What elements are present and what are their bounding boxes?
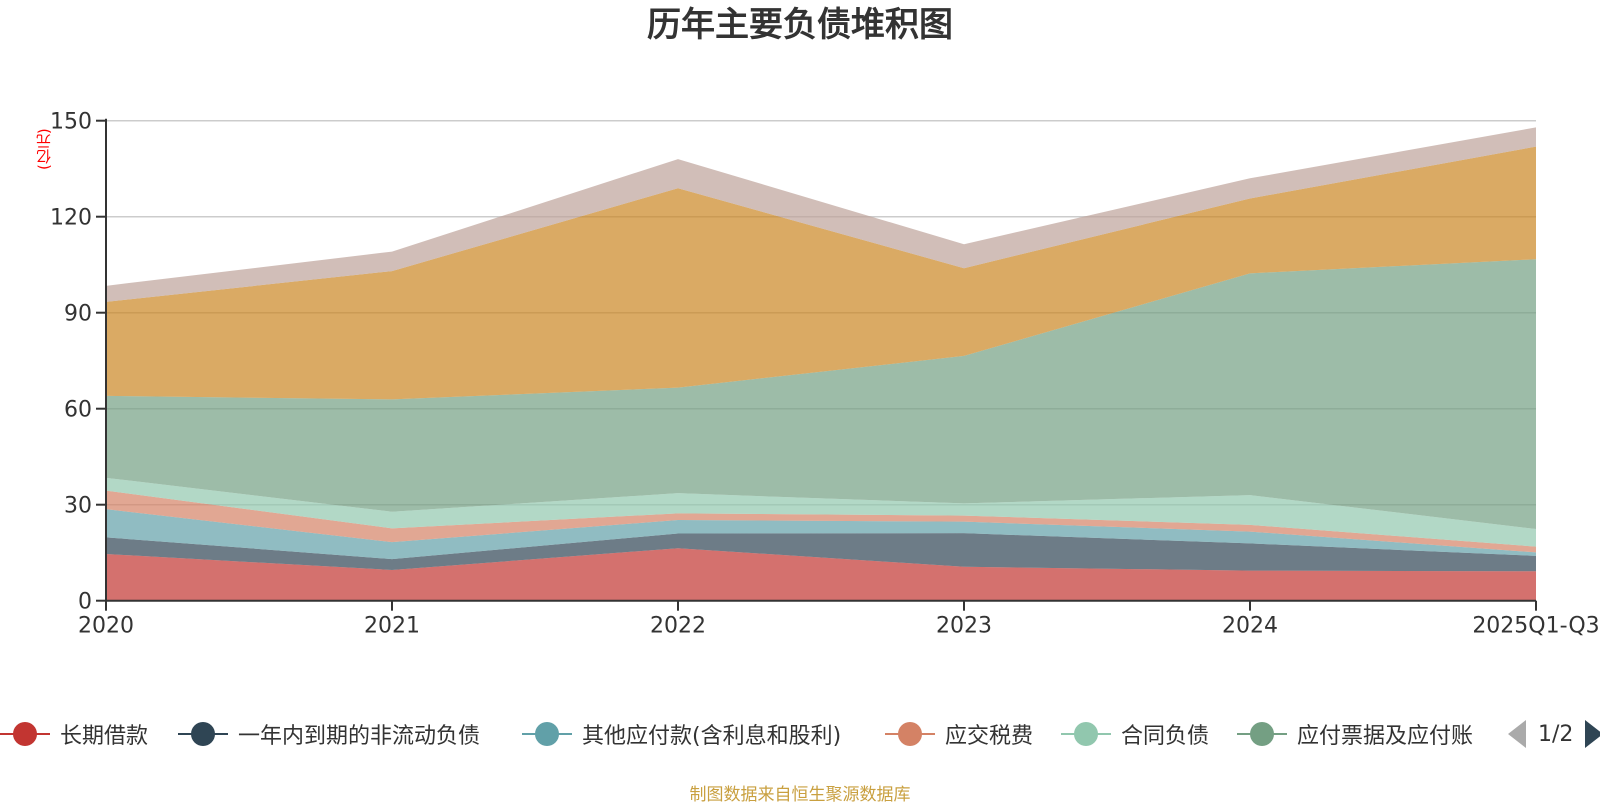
area-series-6 bbox=[106, 259, 1536, 530]
x-tick-label: 2023 bbox=[936, 614, 992, 639]
area-series-1 bbox=[106, 548, 1536, 601]
legend-marker-icon bbox=[178, 718, 228, 750]
data-source-note: 制图数据来自恒生聚源数据库 bbox=[689, 785, 911, 805]
legend: 长期借款 一年内到期的非流动负债 其他应付款(含利息和股利) 应交税费 合同负债… bbox=[0, 718, 1600, 750]
legend-dot bbox=[13, 722, 37, 746]
legend-prev-page-icon[interactable] bbox=[1508, 720, 1526, 748]
legend-marker-icon bbox=[522, 718, 572, 750]
legend-item-current-noncurrent-liabilities[interactable]: 一年内到期的非流动负债 bbox=[178, 718, 480, 750]
legend-next-page-icon[interactable] bbox=[1585, 720, 1600, 748]
y-tick-label: 0 bbox=[78, 590, 92, 615]
legend-label: 合同负债 bbox=[1121, 724, 1210, 749]
x-tick-label: 2021 bbox=[364, 614, 420, 639]
y-tick-label: 90 bbox=[64, 302, 92, 327]
legend-marker-icon bbox=[0, 718, 50, 750]
axes: 0 30 60 90 120 150 2020 2021 2022 2023 2024 2025Q1-… bbox=[50, 110, 1600, 639]
area-series-5 bbox=[106, 477, 1536, 547]
y-tick-label: 150 bbox=[50, 110, 92, 135]
legend-label: 其他应付款(含利息和股利) bbox=[582, 724, 842, 749]
legend-item-long-term-loans[interactable]: 长期借款 bbox=[0, 718, 148, 750]
legend-marker-icon bbox=[885, 718, 935, 750]
legend-dot bbox=[191, 722, 215, 746]
y-tick-label: 60 bbox=[64, 398, 92, 423]
legend-item-taxes-payable[interactable]: 应交税费 bbox=[885, 718, 1033, 750]
area-series-7 bbox=[106, 146, 1536, 400]
legend-item-notes-accounts-payable[interactable]: 应付票据及应付账 bbox=[1237, 718, 1473, 750]
legend-item-other-payables[interactable]: 其他应付款(含利息和股利) bbox=[522, 718, 841, 750]
legend-dot bbox=[898, 722, 922, 746]
x-tick-label: 2025Q1-Q3 bbox=[1472, 614, 1599, 639]
area-series-2 bbox=[106, 533, 1536, 572]
legend-dot bbox=[1074, 722, 1098, 746]
legend-dot bbox=[535, 722, 559, 746]
chart-title: 历年主要负债堆积图 bbox=[647, 5, 953, 45]
stacked-areas bbox=[106, 127, 1536, 601]
legend-label: 一年内到期的非流动负债 bbox=[238, 724, 481, 749]
legend-label: 应交税费 bbox=[945, 724, 1034, 749]
area-series-8 bbox=[106, 127, 1536, 302]
x-tick-label: 2022 bbox=[650, 614, 706, 639]
legend-marker-icon bbox=[1237, 718, 1287, 750]
legend-item-contract-liabilities[interactable]: 合同负债 bbox=[1061, 718, 1209, 750]
legend-marker-icon bbox=[1061, 718, 1111, 750]
y-tick-label: 30 bbox=[64, 494, 92, 519]
area-series-3 bbox=[106, 509, 1536, 560]
legend-label: 长期借款 bbox=[60, 724, 149, 749]
x-tick-label: 2020 bbox=[78, 614, 134, 639]
legend-label: 应付票据及应付账 bbox=[1297, 724, 1474, 749]
legend-dot bbox=[1250, 722, 1274, 746]
legend-pager: 1/2 bbox=[1508, 718, 1600, 750]
x-tick-label: 2024 bbox=[1222, 614, 1278, 639]
y-tick-label: 120 bbox=[50, 206, 92, 231]
legend-page-indicator: 1/2 bbox=[1538, 721, 1574, 747]
